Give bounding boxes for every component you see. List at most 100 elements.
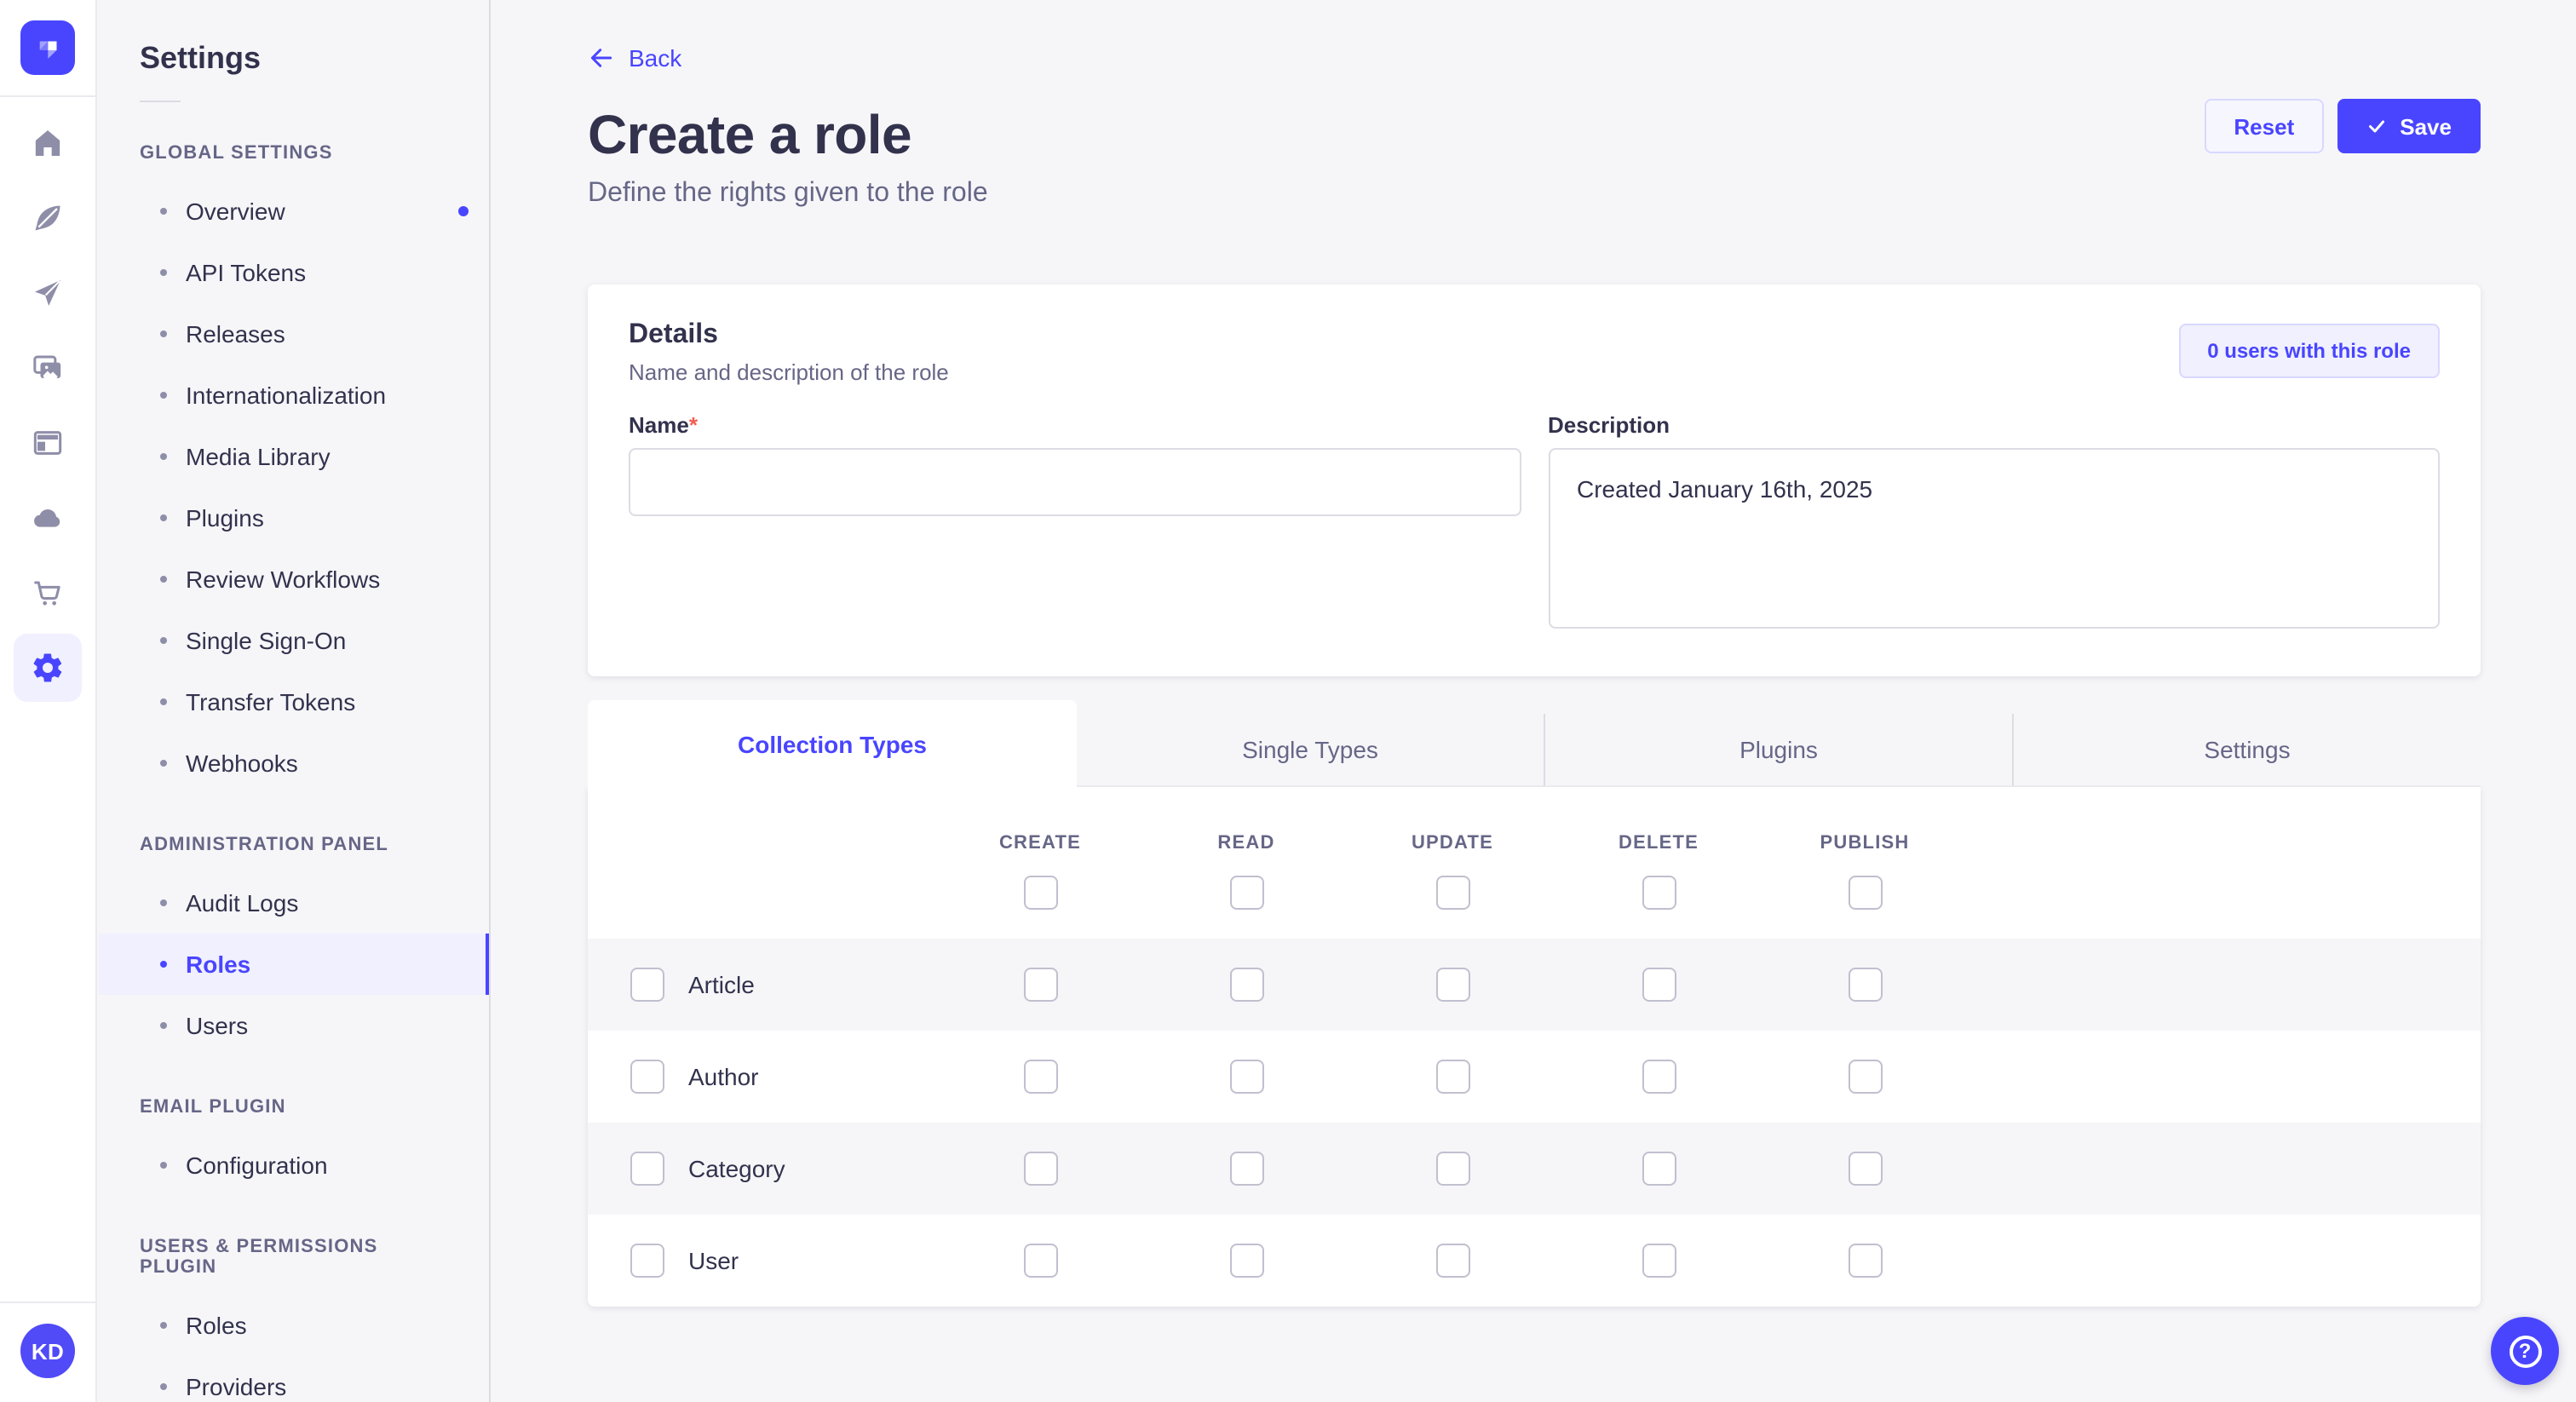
permission-checkbox[interactable] xyxy=(1023,1060,1057,1094)
sidebar-item-single-sign-on[interactable]: Single Sign-On xyxy=(99,610,489,671)
permission-checkbox[interactable] xyxy=(1848,1060,1882,1094)
sidebar-item-plugins[interactable]: Plugins xyxy=(99,487,489,549)
permission-checkbox[interactable] xyxy=(1435,1060,1469,1094)
sidebar-item-webhooks[interactable]: Webhooks xyxy=(99,733,489,794)
layout-icon xyxy=(33,431,62,455)
permission-checkbox[interactable] xyxy=(1848,968,1882,1002)
tab-settings[interactable]: Settings xyxy=(2012,714,2481,787)
section-label: GLOBAL SETTINGS xyxy=(140,143,333,164)
permissions-header-checkboxes xyxy=(588,876,2481,939)
sidebar-section-email-plugin: EMAIL PLUGIN Configuration xyxy=(99,1080,489,1196)
sidebar-title-divider xyxy=(140,101,181,102)
settings-gear-icon xyxy=(33,653,62,682)
permission-checkbox[interactable] xyxy=(1435,968,1469,1002)
select-all-checkbox[interactable] xyxy=(1642,876,1676,910)
row-label: Category xyxy=(688,1155,785,1182)
user-avatar[interactable]: KD xyxy=(20,1324,75,1378)
permission-checkbox[interactable] xyxy=(1848,1152,1882,1186)
nav-media-library-button[interactable] xyxy=(14,334,82,402)
description-field-group: Description Created January 16th, 2025 xyxy=(1548,412,2440,629)
save-button[interactable]: Save xyxy=(2337,99,2481,153)
nav-marketplace-button[interactable] xyxy=(14,559,82,627)
header-actions: Reset Save xyxy=(2205,99,2481,153)
tab-plugins[interactable]: Plugins xyxy=(1544,714,2012,787)
row-select-checkbox[interactable] xyxy=(630,1060,664,1094)
select-all-checkbox[interactable] xyxy=(1023,876,1057,910)
sidebar-item-overview[interactable]: Overview xyxy=(99,181,489,242)
row-label: User xyxy=(688,1247,739,1274)
tab-single-types[interactable]: Single Types xyxy=(1077,714,1544,787)
nav-releases-button[interactable] xyxy=(14,259,82,327)
required-asterisk: * xyxy=(688,412,698,438)
permission-checkbox[interactable] xyxy=(1435,1152,1469,1186)
nav-home-button[interactable] xyxy=(14,109,82,177)
sidebar-item-configuration[interactable]: Configuration xyxy=(99,1135,489,1196)
table-row-user: User xyxy=(588,1215,2481,1307)
permission-checkbox[interactable] xyxy=(1229,1060,1263,1094)
permissions-table: CREATE READ UPDATE DELETE PUBLISH xyxy=(588,787,2481,1307)
sidebar-item-media-library[interactable]: Media Library xyxy=(99,426,489,487)
name-label: Name* xyxy=(629,412,698,438)
help-button[interactable]: ? xyxy=(2491,1317,2559,1385)
users-with-role-chip[interactable]: 0 users with this role xyxy=(2178,324,2440,378)
name-input[interactable] xyxy=(629,448,1521,516)
icon-rail: KD xyxy=(0,0,97,1402)
permission-checkbox[interactable] xyxy=(1642,968,1676,1002)
sidebar-item-roles-admin[interactable]: Roles xyxy=(99,934,489,995)
main-content: Back Create a role Define the rights giv… xyxy=(492,0,2576,1402)
sidebar-item-releases[interactable]: Releases xyxy=(99,303,489,365)
permission-checkbox[interactable] xyxy=(1023,968,1057,1002)
back-row: Back xyxy=(492,0,2576,80)
cloud-icon xyxy=(34,509,60,527)
table-row-article: Article xyxy=(588,939,2481,1031)
tab-collection-types[interactable]: Collection Types xyxy=(588,700,1077,787)
settings-sidebar: Settings GLOBAL SETTINGS Overview API To… xyxy=(99,0,491,1402)
sidebar-item-audit-logs[interactable]: Audit Logs xyxy=(99,872,489,934)
permissions-header-labels: CREATE READ UPDATE DELETE PUBLISH xyxy=(588,787,2481,876)
permission-checkbox[interactable] xyxy=(1023,1244,1057,1278)
nav-content-manager-button[interactable] xyxy=(14,184,82,252)
permission-checkbox[interactable] xyxy=(1642,1060,1676,1094)
column-header-delete: DELETE xyxy=(1619,833,1699,853)
sidebar-item-roles-up[interactable]: Roles xyxy=(99,1295,489,1356)
row-select-checkbox[interactable] xyxy=(630,968,664,1002)
permission-checkbox[interactable] xyxy=(1023,1152,1057,1186)
table-row-category: Category xyxy=(588,1123,2481,1215)
rail-icon-list xyxy=(14,97,82,709)
permission-checkbox[interactable] xyxy=(1229,1244,1263,1278)
row-label: Article xyxy=(688,971,755,998)
select-all-checkbox[interactable] xyxy=(1435,876,1469,910)
permission-checkbox[interactable] xyxy=(1642,1152,1676,1186)
sidebar-section-users-permissions-plugin: USERS & PERMISSIONS PLUGIN Roles Provide… xyxy=(99,1220,489,1402)
strapi-logo-button[interactable] xyxy=(20,20,75,75)
row-select-checkbox[interactable] xyxy=(630,1244,664,1278)
permission-checkbox[interactable] xyxy=(1642,1244,1676,1278)
permissions-card: Collection Types Single Types Plugins Se… xyxy=(588,700,2481,1307)
sidebar-item-internationalization[interactable]: Internationalization xyxy=(99,365,489,426)
sidebar-item-api-tokens[interactable]: API Tokens xyxy=(99,242,489,303)
permission-checkbox[interactable] xyxy=(1435,1244,1469,1278)
reset-button[interactable]: Reset xyxy=(2205,99,2324,153)
strapi-logo-icon xyxy=(39,41,57,59)
permission-checkbox[interactable] xyxy=(1848,1244,1882,1278)
permission-checkbox[interactable] xyxy=(1229,968,1263,1002)
column-header-create: CREATE xyxy=(998,833,1081,853)
sidebar-item-providers[interactable]: Providers xyxy=(99,1356,489,1402)
row-select-checkbox[interactable] xyxy=(630,1152,664,1186)
nav-settings-button[interactable] xyxy=(14,634,82,702)
question-mark-icon: ? xyxy=(2509,1335,2541,1367)
back-link[interactable]: Back xyxy=(588,44,681,72)
nav-deploy-button[interactable] xyxy=(14,484,82,552)
select-all-checkbox[interactable] xyxy=(1848,876,1882,910)
sidebar-item-transfer-tokens[interactable]: Transfer Tokens xyxy=(99,671,489,733)
permission-checkbox[interactable] xyxy=(1229,1152,1263,1186)
sidebar-item-review-workflows[interactable]: Review Workflows xyxy=(99,549,489,610)
description-textarea[interactable]: Created January 16th, 2025 xyxy=(1548,448,2440,629)
sidebar-item-users[interactable]: Users xyxy=(99,995,489,1056)
row-label: Author xyxy=(688,1063,759,1090)
paper-plane-icon xyxy=(35,280,60,306)
select-all-checkbox[interactable] xyxy=(1229,876,1263,910)
rail-divider xyxy=(0,95,95,97)
sidebar-section-global-settings: GLOBAL SETTINGS Overview API Tokens Rele… xyxy=(99,126,489,794)
nav-content-type-builder-button[interactable] xyxy=(14,409,82,477)
